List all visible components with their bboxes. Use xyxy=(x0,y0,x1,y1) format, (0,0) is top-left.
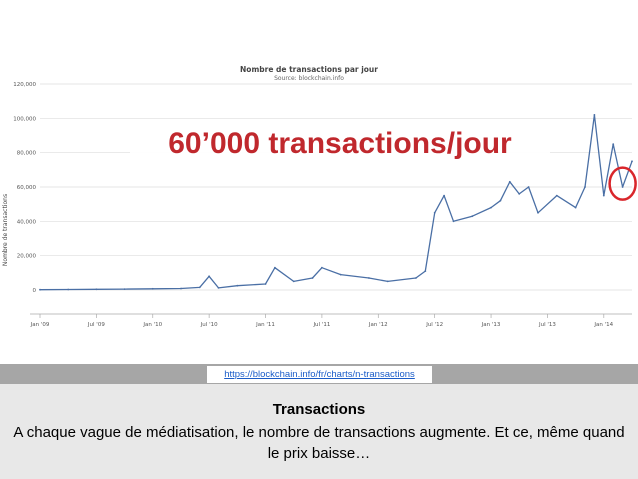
series-point xyxy=(123,288,126,290)
series-point xyxy=(386,280,389,283)
y-tick-label: 80,000 xyxy=(17,151,37,157)
series-point xyxy=(443,194,445,197)
x-tick-label: Jul '12 xyxy=(425,322,443,328)
series-point xyxy=(537,211,539,214)
series-point xyxy=(602,194,605,197)
x-tick-label: Jan '10 xyxy=(142,322,162,328)
y-axis-label: Nombre de transactions xyxy=(2,194,9,266)
series-point xyxy=(368,277,370,279)
series-point xyxy=(217,287,220,289)
y-tick-label: 20,000 xyxy=(17,254,37,260)
y-tick-labels: 0 20,000 40,000 60,000 80,000 100,000 120,000 xyxy=(13,82,36,294)
x-tick-label: Jan '14 xyxy=(593,322,613,328)
series-point xyxy=(39,288,41,291)
series-point xyxy=(311,277,314,279)
transactions-chart: Nombre de transactions par jour Source: … xyxy=(2,65,637,328)
grid-layer xyxy=(30,83,632,318)
footer-text: A chaque vague de médiatisation, le nomb… xyxy=(13,424,625,462)
y-tick-label: 120,000 xyxy=(13,82,36,88)
series-point xyxy=(415,277,417,279)
x-tick-label: Jan '13 xyxy=(481,322,501,328)
y-tick-label: 0 xyxy=(33,288,37,294)
footer-title: Transactions xyxy=(272,401,366,418)
series-point xyxy=(555,194,558,197)
transactions-series-line xyxy=(39,114,633,291)
x-tick-label: Jan '12 xyxy=(368,322,388,328)
series-point xyxy=(518,193,521,195)
x-tick-label: Jul '09 xyxy=(87,322,105,328)
footer-caption: Transactions A chaque vague de médiatisa… xyxy=(0,384,638,479)
series-point xyxy=(198,286,201,289)
chart-panel: Nombre de transactions par jour Source: … xyxy=(0,60,638,364)
series-point xyxy=(180,287,182,290)
y-tick-label: 40,000 xyxy=(17,219,37,225)
x-tick-label: Jul '10 xyxy=(200,322,218,328)
x-tick-label: Jan '09 xyxy=(30,322,50,328)
headline-annotation: 60’000 transactions/jour xyxy=(130,122,550,166)
series-point xyxy=(151,287,154,290)
x-tick-label: Jul '13 xyxy=(538,322,556,328)
series-point xyxy=(499,199,502,202)
chart-subtitle: Source: blockchain.info xyxy=(274,75,344,82)
series-point xyxy=(321,266,323,269)
series-point xyxy=(612,143,615,145)
y-tick-label: 100,000 xyxy=(13,116,36,122)
x-tick-label: Jul '11 xyxy=(312,322,330,328)
series-point xyxy=(264,283,267,285)
series-point xyxy=(584,186,586,188)
series-point xyxy=(527,186,530,188)
series-point xyxy=(631,160,633,163)
x-tick-labels: Jan '09 Jul '09 Jan '10 Jul '10 Jan '11 Jul '… xyxy=(30,322,614,328)
series-point xyxy=(339,273,342,276)
series-point xyxy=(574,206,577,209)
series-point xyxy=(208,275,211,278)
series-point xyxy=(292,280,295,283)
chart-title: Nombre de transactions par jour xyxy=(240,65,378,74)
series-point xyxy=(433,211,436,214)
series-point xyxy=(67,288,70,291)
series-point xyxy=(490,206,492,209)
x-tick-label: Jan '11 xyxy=(255,322,275,328)
highlight-circle xyxy=(608,166,637,201)
series-point xyxy=(236,284,239,287)
series-point xyxy=(95,288,98,291)
series-point xyxy=(593,114,596,116)
series-point xyxy=(471,215,474,218)
series-point xyxy=(508,180,511,183)
series-point xyxy=(274,266,276,269)
series-point xyxy=(424,270,427,272)
source-link[interactable]: https://blockchain.info/fr/charts/n-tran… xyxy=(207,366,432,383)
series-layer xyxy=(39,114,637,291)
series-point xyxy=(621,186,624,188)
series-point xyxy=(452,220,455,223)
y-tick-label: 60,000 xyxy=(17,185,37,191)
